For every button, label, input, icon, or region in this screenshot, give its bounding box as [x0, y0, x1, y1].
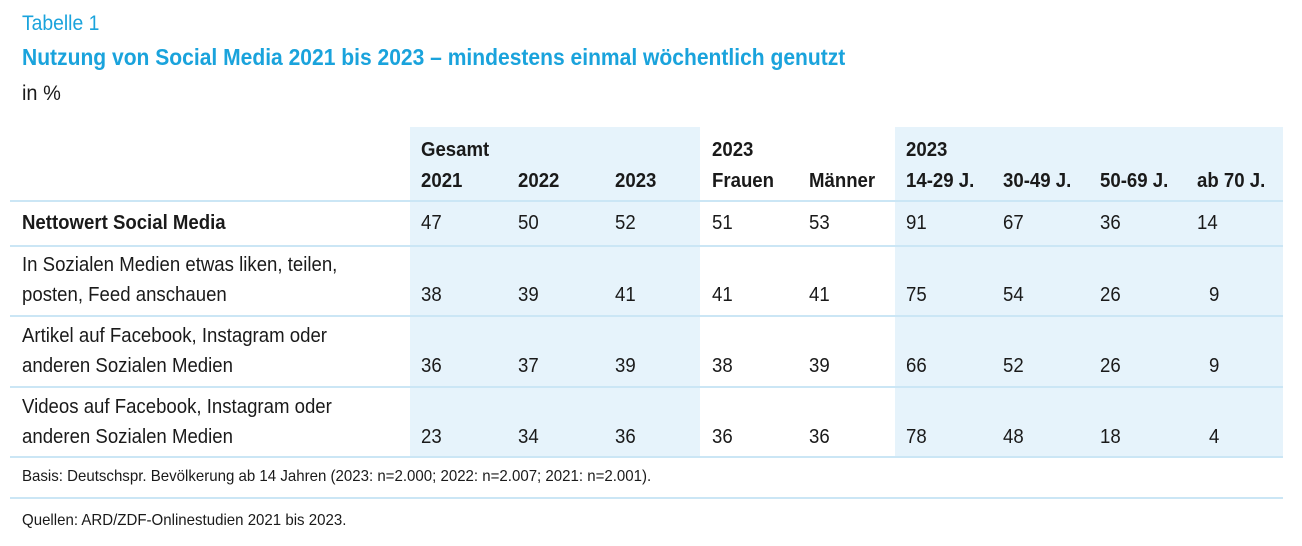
- table-cell: 23: [421, 426, 442, 448]
- table-cell: 9: [1209, 355, 1220, 377]
- table-source-note: Quellen: ARD/ZDF-Onlinestudien 2021 bis …: [22, 512, 347, 529]
- table-cell: 36: [421, 355, 442, 377]
- row-label: anderen Sozialen Medien: [22, 355, 233, 377]
- table-cell: 36: [1100, 212, 1121, 234]
- row-divider: [10, 386, 1283, 388]
- row-divider: [10, 200, 1283, 202]
- table-cell: 47: [421, 212, 442, 234]
- column-header: 2022: [518, 170, 560, 192]
- column-header: 50-69 J.: [1100, 170, 1169, 192]
- table-cell: 9: [1209, 284, 1220, 306]
- table-cell: 36: [615, 426, 636, 448]
- table-cell: 52: [615, 212, 636, 234]
- column-header: 2021: [421, 170, 463, 192]
- table-cell: 37: [518, 355, 539, 377]
- table-cell: 18: [1100, 426, 1121, 448]
- row-label: Artikel auf Facebook, Instagram oder: [22, 325, 327, 347]
- column-header: 2023: [615, 170, 657, 192]
- table-cell: 39: [809, 355, 830, 377]
- table-cell: 41: [712, 284, 733, 306]
- table-cell: 41: [615, 284, 636, 306]
- row-label: Videos auf Facebook, Instagram oder: [22, 396, 332, 418]
- table-cell: 41: [809, 284, 830, 306]
- row-divider: [10, 315, 1283, 317]
- column-group-header: 2023: [712, 139, 754, 161]
- table-cell: 26: [1100, 284, 1121, 306]
- table-label: Tabelle 1: [22, 12, 100, 35]
- table-cell: 38: [421, 284, 442, 306]
- shaded-column-band-gesamt: [410, 127, 700, 457]
- table-cell: 36: [809, 426, 830, 448]
- row-label: anderen Sozialen Medien: [22, 426, 233, 448]
- column-group-header: Gesamt: [421, 139, 490, 161]
- table-cell: 75: [906, 284, 927, 306]
- table-cell: 78: [906, 426, 927, 448]
- table-cell: 91: [906, 212, 927, 234]
- table-cell: 34: [518, 426, 539, 448]
- column-header: Männer: [809, 170, 876, 192]
- column-header: Frauen: [712, 170, 775, 192]
- table-cell: 26: [1100, 355, 1121, 377]
- table-cell: 39: [518, 284, 539, 306]
- table-cell: 50: [518, 212, 539, 234]
- table-cell: 14: [1197, 212, 1218, 234]
- table-cell: 38: [712, 355, 733, 377]
- table-cell: 51: [712, 212, 733, 234]
- table-cell: 48: [1003, 426, 1024, 448]
- column-header: ab 70 J.: [1197, 170, 1266, 192]
- row-divider: [10, 245, 1283, 247]
- column-header: 30-49 J.: [1003, 170, 1072, 192]
- row-label: posten, Feed anschauen: [22, 284, 227, 306]
- table-cell: 36: [712, 426, 733, 448]
- table-cell: 4: [1209, 426, 1220, 448]
- table-cell: 53: [809, 212, 830, 234]
- table-unit: in %: [22, 82, 61, 105]
- shaded-column-band-age: [895, 127, 1283, 457]
- column-group-header: 2023: [906, 139, 948, 161]
- table-cell: 52: [1003, 355, 1024, 377]
- table-cell: 66: [906, 355, 927, 377]
- table-basis-note: Basis: Deutschspr. Bevölkerung ab 14 Jah…: [22, 468, 652, 485]
- table-cell: 54: [1003, 284, 1024, 306]
- table-title: Nutzung von Social Media 2021 bis 2023 –…: [22, 44, 846, 70]
- column-header: 14-29 J.: [906, 170, 975, 192]
- row-label: In Sozialen Medien etwas liken, teilen,: [22, 254, 338, 276]
- row-label: Nettowert Social Media: [22, 212, 226, 234]
- table-cell: 67: [1003, 212, 1024, 234]
- row-divider: [10, 497, 1283, 499]
- table-cell: 39: [615, 355, 636, 377]
- row-divider: [10, 456, 1283, 458]
